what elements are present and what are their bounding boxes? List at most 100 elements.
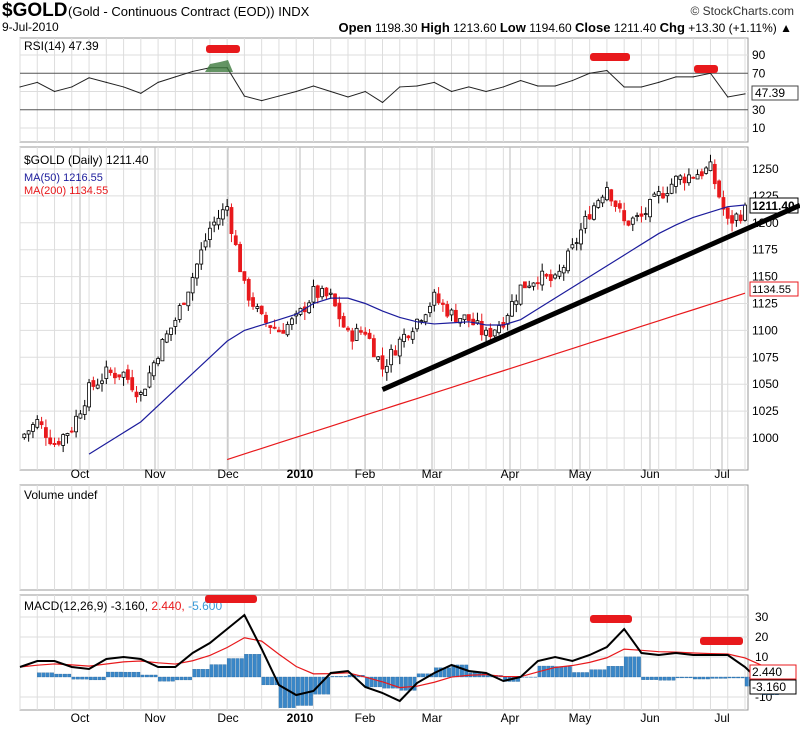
price-y-tick: 1075: [752, 350, 779, 364]
macd-hist-bar: [740, 676, 745, 679]
macd-hist-bar: [542, 665, 546, 678]
x-tick-label: Jun: [640, 467, 659, 481]
candle-body: [229, 207, 234, 234]
candle-body: [367, 332, 372, 339]
macd-hist-bar: [106, 671, 110, 678]
macd-hist-bar: [593, 669, 598, 678]
candle-body: [428, 305, 432, 314]
candle-body: [743, 204, 747, 221]
macd-hist-bar: [45, 672, 50, 678]
candle-body: [570, 244, 575, 249]
macd-hist-bar: [589, 669, 594, 678]
highlight-marker: [205, 595, 257, 603]
candle-body: [548, 274, 553, 281]
price-y-tick: 1175: [752, 243, 778, 257]
candle-body: [523, 281, 527, 289]
macd-hist-bar: [218, 664, 223, 678]
macd-hist-bar: [50, 672, 54, 678]
rsi-point: [658, 81, 660, 83]
macd-last-value: -3.160: [752, 680, 786, 694]
macd-hist-bar: [641, 676, 646, 680]
candle-body: [246, 279, 251, 301]
candle-body: [39, 421, 44, 426]
macd-hist-bar: [373, 676, 378, 688]
macd-hist-bar: [67, 673, 72, 678]
macd-hist-bar: [84, 676, 89, 680]
highlight-marker: [590, 53, 630, 61]
macd-title: MACD(12,26,9) -3.160, 2.440, -5.600: [24, 599, 222, 613]
macd-hist-bar: [226, 658, 231, 678]
candle-body: [190, 277, 195, 294]
rsi-point: [192, 70, 194, 73]
ma-legend-0: MA(50) 1216.55: [24, 172, 103, 184]
candle-body: [622, 210, 627, 222]
macd-hist-bar: [101, 676, 106, 681]
candle-body: [535, 282, 540, 285]
rsi-point: [347, 96, 349, 98]
macd-hist-bar: [615, 666, 620, 678]
macd-hist-bar: [395, 676, 400, 689]
macd-hist-bar: [127, 671, 132, 678]
ma-legend-1: MA(200) 1134.55: [24, 185, 108, 197]
candle-body: [410, 331, 415, 340]
brand: © StockCharts.com: [690, 4, 794, 18]
macd-hist-bar: [421, 673, 425, 678]
candle-body: [531, 282, 536, 287]
candle-body: [566, 250, 570, 272]
macd-hist-bar: [632, 656, 637, 678]
rsi-point: [261, 100, 263, 102]
macd-hist-bar: [140, 674, 145, 678]
macd-y-tick: 30: [755, 610, 769, 624]
candle-body: [423, 314, 428, 323]
candle-body: [277, 329, 281, 333]
macd-hist-bar: [261, 676, 266, 686]
up-arrow-icon: ▲: [780, 21, 792, 35]
macd-last-tag: [749, 679, 797, 695]
candle-body: [518, 284, 523, 305]
open-label: Open: [338, 20, 372, 35]
candle-body: [475, 320, 480, 324]
macd-hist-bar: [572, 672, 577, 678]
x-tick-label: Mar: [422, 711, 443, 725]
macd-hist-bar: [119, 671, 123, 678]
candle-body: [182, 302, 186, 305]
symbol: $GOLD: [2, 0, 68, 21]
macd-hist-bar: [136, 671, 141, 678]
macd-hist-bar: [170, 676, 175, 682]
macd-hist-bar: [196, 669, 201, 678]
macd-hist-bar: [697, 676, 702, 680]
rsi-y-tick: 90: [752, 48, 766, 62]
rsi-point: [692, 76, 694, 78]
macd-hist-bar: [334, 676, 339, 678]
macd-hist-bar: [714, 676, 719, 679]
candle-body: [177, 305, 182, 320]
macd-hist-bar: [624, 656, 628, 678]
candle-body: [466, 314, 471, 321]
candle-body: [682, 176, 687, 184]
candle-body: [415, 318, 419, 330]
x-tick-label: Nov: [144, 467, 165, 481]
volume-title: Volume undef: [24, 488, 98, 502]
candle-body: [328, 292, 333, 295]
rsi-last-tag: [751, 85, 799, 101]
candle-body: [272, 326, 277, 329]
macd-hist-bar: [157, 676, 162, 682]
candle-body: [233, 235, 238, 246]
candle-body: [207, 227, 212, 241]
macd-hist-bar: [326, 676, 331, 695]
candle-body: [596, 200, 601, 208]
price-y-tick: 1125: [752, 297, 778, 311]
rsi-point: [606, 69, 608, 72]
rsi-point: [675, 76, 677, 78]
macd-hist-bar: [179, 676, 184, 681]
candle-body: [307, 302, 312, 314]
rsi-point: [399, 86, 401, 88]
candle-body: [721, 197, 726, 210]
candle-body: [320, 288, 324, 298]
macd-hist-bar: [123, 671, 128, 678]
candle-body: [108, 369, 113, 374]
rsi-point: [330, 90, 332, 93]
ma-line-0: [88, 204, 746, 455]
rsi-point: [312, 85, 315, 87]
candle-body: [695, 174, 700, 180]
